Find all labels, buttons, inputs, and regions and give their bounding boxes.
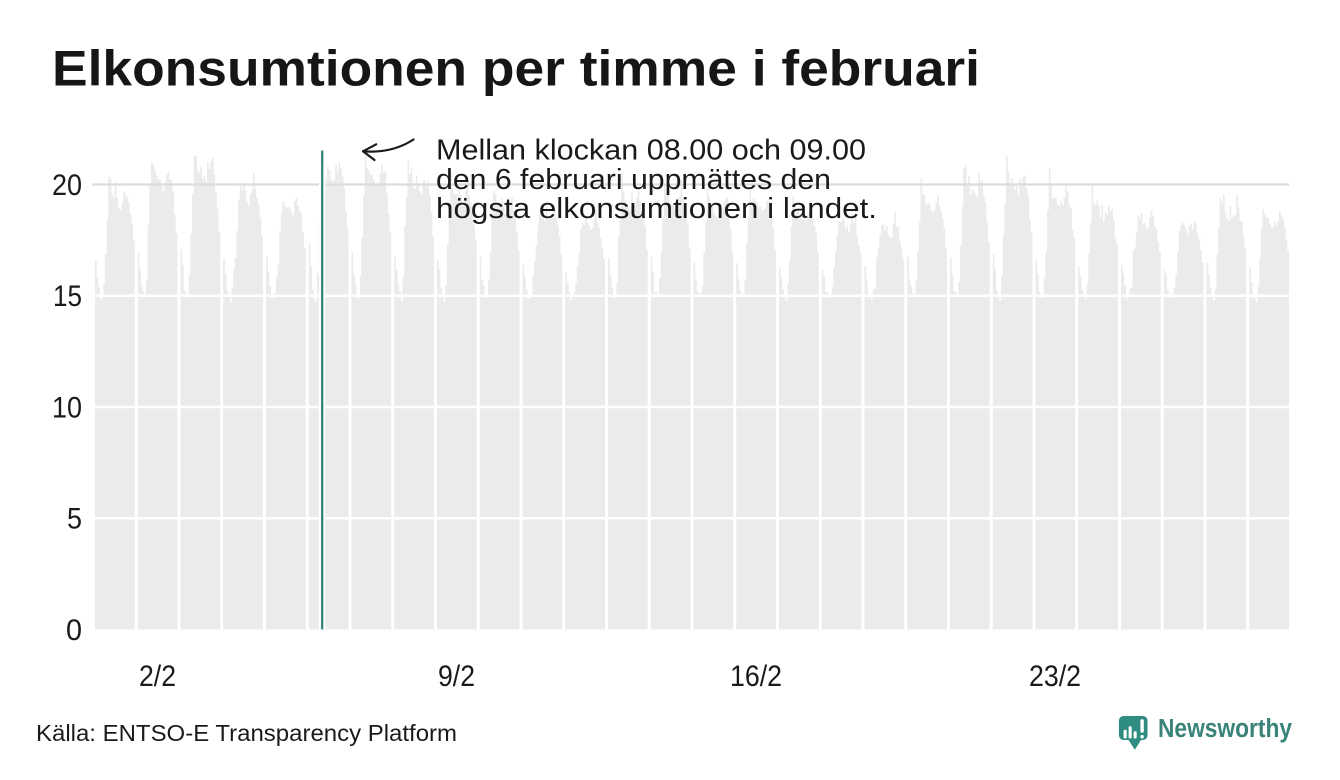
svg-text:20: 20 (52, 169, 82, 202)
svg-text:2/2: 2/2 (139, 660, 176, 693)
svg-text:Mellan klockan 08.00 och 09.00: Mellan klockan 08.00 och 09.00 (436, 135, 866, 167)
svg-text:Elkonsumtionen per timme i feb: Elkonsumtionen per timme i februari (52, 41, 980, 97)
svg-text:högsta elkonsumtionen i landet: högsta elkonsumtionen i landet. (436, 193, 877, 225)
svg-text:Källa: ENTSO-E Transparency Pl: Källa: ENTSO-E Transparency Platform (36, 720, 457, 746)
svg-text:0: 0 (66, 614, 82, 647)
svg-text:10: 10 (52, 392, 82, 425)
svg-text:5: 5 (67, 503, 82, 536)
svg-text:15: 15 (53, 280, 82, 313)
svg-text:den 6 februari uppmättes den: den 6 februari uppmättes den (436, 164, 831, 196)
svg-text:16/2: 16/2 (730, 660, 782, 693)
svg-text:23/2: 23/2 (1029, 660, 1081, 693)
svg-text:9/2: 9/2 (438, 660, 475, 693)
svg-text:Newsworthy: Newsworthy (1158, 715, 1293, 743)
